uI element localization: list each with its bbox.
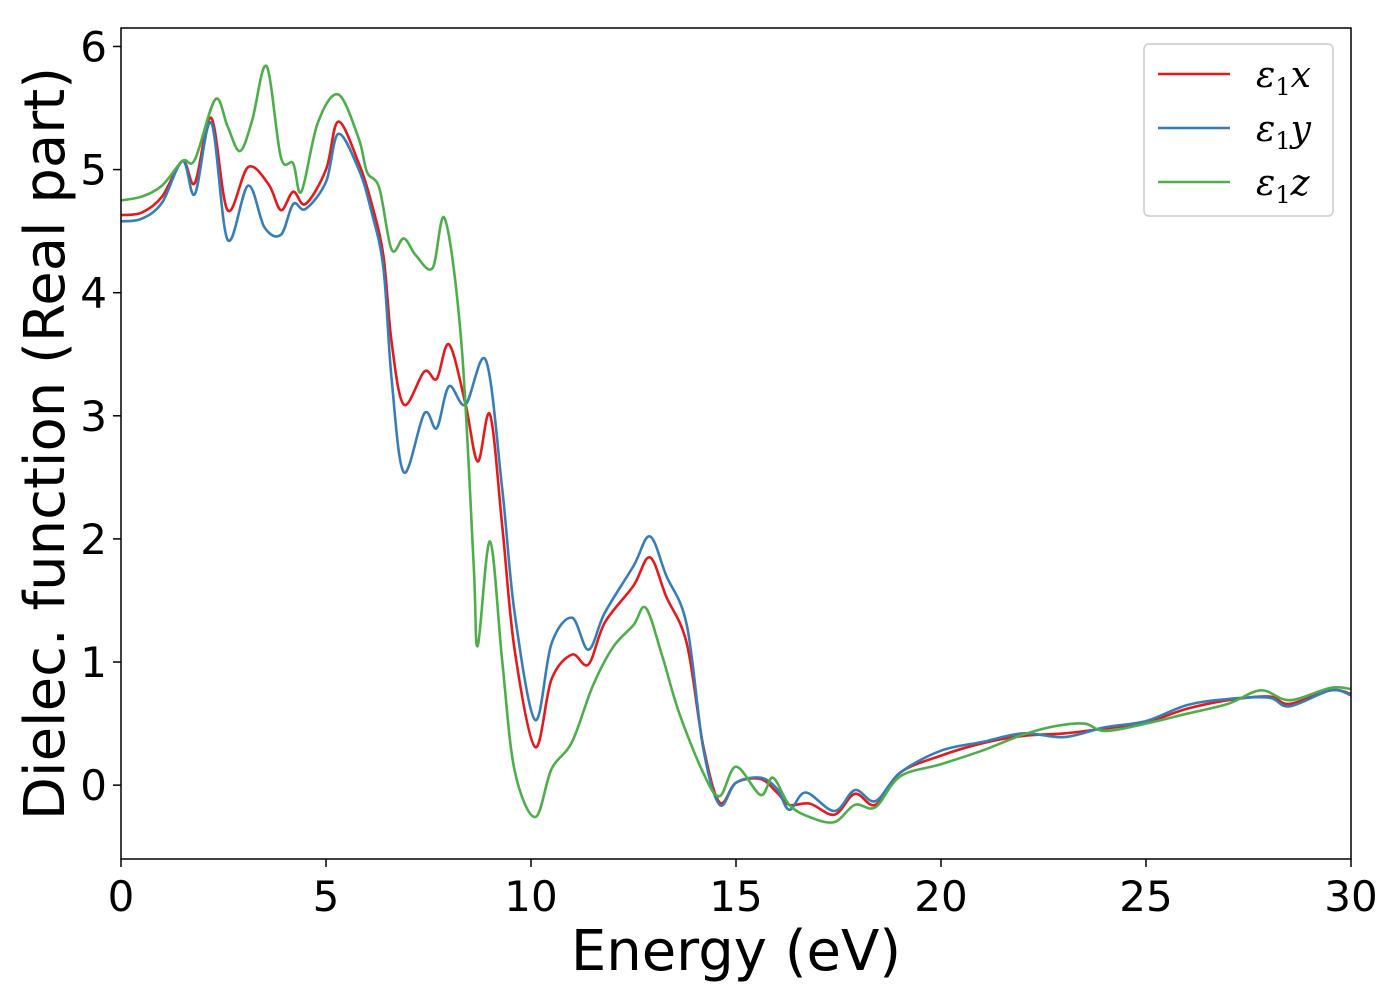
x-axis-label: Energy (eV) xyxy=(571,919,901,984)
y-tick-label: 2 xyxy=(80,515,107,564)
y-tick-label: 6 xyxy=(80,22,107,71)
y-tick-label: 5 xyxy=(80,146,107,195)
series-line-z xyxy=(121,64,1351,824)
y-tick-label: 4 xyxy=(80,269,107,318)
y-tick-label: 0 xyxy=(80,761,107,810)
legend: ε1x ε1y ε1z xyxy=(1143,43,1334,217)
legend-label: ε1x xyxy=(1256,55,1311,101)
legend-box xyxy=(1143,43,1334,217)
series-layer xyxy=(121,64,1351,824)
x-tick-label: 15 xyxy=(709,872,762,921)
y-axis-label: Dielec. function (Real part) xyxy=(13,67,78,820)
x-tick-label: 0 xyxy=(108,872,135,921)
series-line-y xyxy=(121,121,1351,813)
legend-label: ε1z xyxy=(1256,163,1311,209)
x-axis: 0 5 10 15 20 25 30 xyxy=(108,859,1378,921)
y-tick-label: 1 xyxy=(80,638,107,687)
x-tick-label: 25 xyxy=(1119,872,1172,921)
y-tick-label: 3 xyxy=(80,392,107,441)
legend-label: ε1y xyxy=(1256,109,1312,155)
y-axis: 0 1 2 3 4 5 6 xyxy=(80,22,121,810)
x-tick-label: 20 xyxy=(914,872,967,921)
x-tick-label: 30 xyxy=(1324,872,1377,921)
x-tick-label: 10 xyxy=(504,872,557,921)
x-tick-label: 5 xyxy=(313,872,340,921)
series-line-x xyxy=(121,116,1351,817)
legend-item-y: ε1y xyxy=(1158,109,1312,155)
legend-item-x: ε1x xyxy=(1158,55,1311,101)
legend-item-z: ε1z xyxy=(1158,163,1311,209)
